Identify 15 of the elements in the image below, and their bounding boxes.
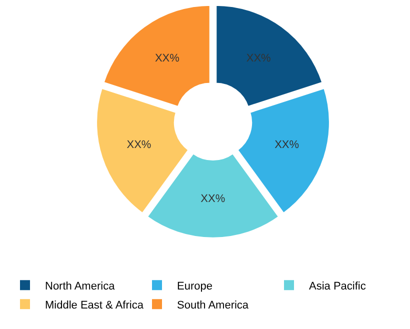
data-label: XX%: [126, 139, 152, 152]
donut-slice: [236, 86, 331, 215]
donut-slice: [102, 4, 212, 108]
data-label: XX%: [246, 52, 272, 64]
legend-label: Asia Pacific: [309, 280, 366, 292]
legend-label: North America: [45, 280, 116, 292]
legend-label: Europe: [177, 280, 212, 292]
legend-label: South America: [177, 299, 250, 312]
legend-label: Middle East & Africa: [45, 299, 144, 312]
donut-slice: [146, 152, 280, 240]
data-label: XX%: [274, 139, 300, 152]
donut-slice: [214, 4, 324, 108]
data-label: XX%: [154, 52, 180, 64]
donut-slice: [95, 86, 190, 215]
data-label: XX%: [200, 192, 226, 205]
